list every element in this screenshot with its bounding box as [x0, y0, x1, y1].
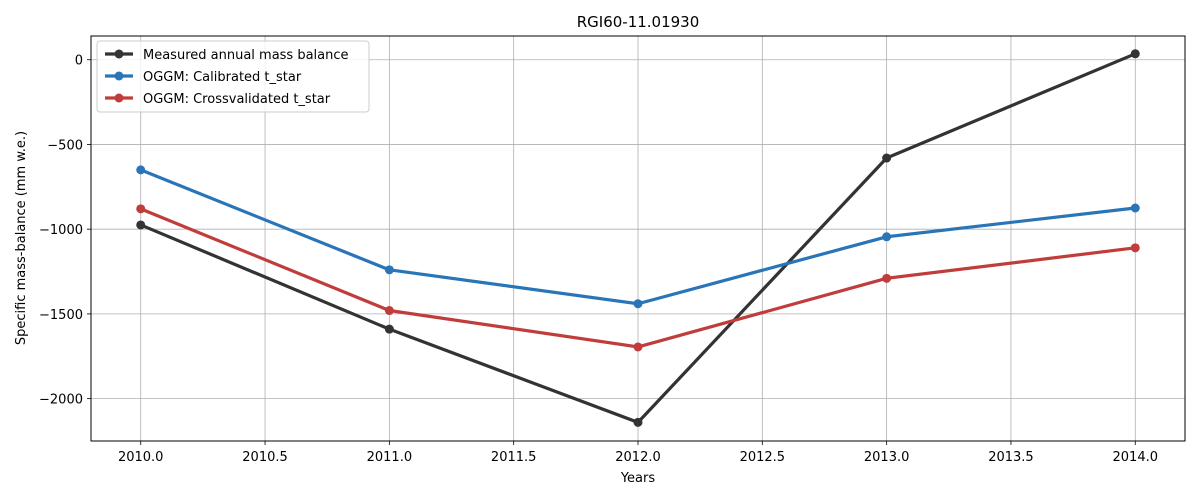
- legend-label: Measured annual mass balance: [143, 48, 349, 63]
- data-point: [1130, 243, 1140, 253]
- series-3: [136, 204, 1140, 352]
- data-point: [384, 306, 394, 316]
- data-point: [384, 324, 394, 334]
- data-point: [136, 204, 146, 214]
- data-point: [1130, 49, 1140, 59]
- grid: [91, 36, 1185, 441]
- y-tick-label: −1500: [39, 308, 83, 323]
- data-point: [882, 153, 892, 163]
- data-point: [384, 265, 394, 275]
- data-point: [882, 273, 892, 283]
- legend-label: OGGM: Crossvalidated t_star: [143, 92, 331, 107]
- series-2: [136, 165, 1140, 309]
- data-point: [633, 417, 643, 427]
- x-tick-label: 2010.5: [242, 450, 288, 465]
- legend-label: OGGM: Calibrated t_star: [143, 70, 302, 85]
- x-tick-label: 2013.0: [864, 450, 910, 465]
- x-tick-label: 2012.0: [615, 450, 661, 465]
- x-tick-label: 2012.5: [740, 450, 786, 465]
- series-1: [136, 49, 1140, 427]
- data-point: [633, 299, 643, 309]
- y-tick-label: −500: [47, 138, 83, 153]
- x-axis-label: Years: [620, 471, 656, 486]
- y-axis-label: Specific mass-balance (mm w.e.): [14, 131, 29, 345]
- x-tick-label: 2014.0: [1113, 450, 1159, 465]
- axis-ticks: 2010.0 2010.5 2011.0 2011.5 2012.0 2012.5 2013…: [39, 54, 1158, 465]
- data-point: [136, 165, 146, 175]
- data-point: [633, 342, 643, 352]
- plot-series: [136, 49, 1140, 427]
- x-tick-label: 2011.5: [491, 450, 537, 465]
- y-tick-label: −2000: [39, 393, 83, 408]
- y-tick-label: 0: [75, 54, 83, 69]
- x-tick-label: 2011.0: [367, 450, 413, 465]
- y-tick-label: −1000: [39, 223, 83, 238]
- legend-box: [96, 40, 370, 113]
- data-point: [882, 232, 892, 242]
- data-point: [136, 220, 146, 230]
- legend-swatch-marker: [114, 71, 124, 81]
- x-tick-label: 2013.5: [988, 450, 1034, 465]
- data-point: [1130, 203, 1140, 213]
- legend: Measured annual mass balance OGGM: Calibr…: [96, 40, 370, 113]
- legend-swatch-marker: [114, 93, 124, 103]
- x-tick-label: 2010.0: [118, 450, 164, 465]
- chart-title: RGI60-11.01930: [577, 13, 700, 31]
- legend-swatch-marker: [114, 49, 124, 59]
